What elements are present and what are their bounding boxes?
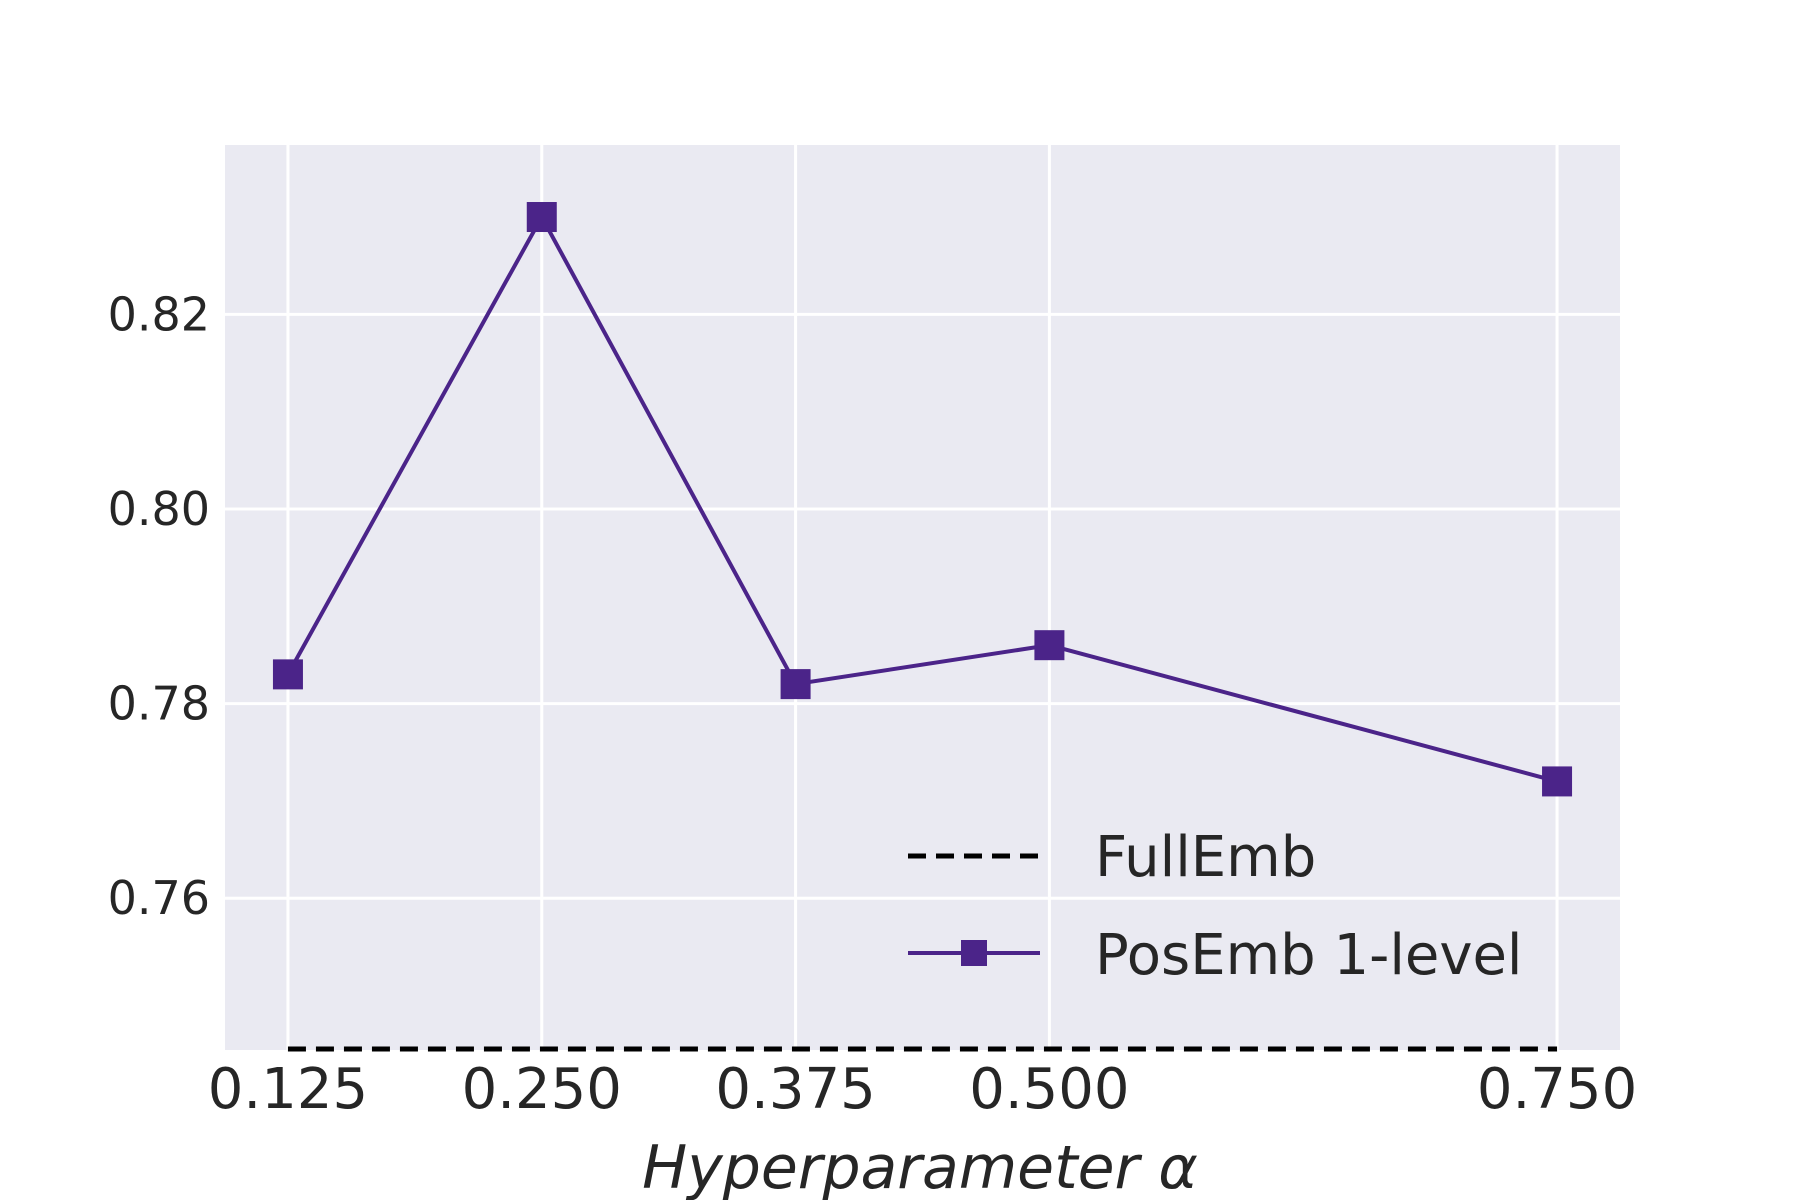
- y-tick-label-3: 0.82: [108, 287, 210, 341]
- series-1-point-1: [526, 202, 557, 233]
- legend-label-fullemb: FullEmb: [1095, 825, 1316, 890]
- y-tick-labels: 0.76 0.78 0.80 0.82: [108, 287, 210, 925]
- series-layer: [272, 202, 1573, 1052]
- series-1-point-4: [1542, 766, 1573, 797]
- legend-label-posemb: PosEmb 1-level: [1095, 923, 1523, 988]
- x-tick-label-0: 0.125: [208, 1057, 368, 1122]
- series-1-point-2: [780, 669, 811, 700]
- y-tick-label-2: 0.80: [108, 482, 210, 536]
- x-tick-label-3: 0.500: [969, 1057, 1129, 1122]
- x-tick-label-2: 0.375: [715, 1057, 875, 1122]
- series-1-point-3: [1034, 630, 1065, 661]
- x-tick-label-1: 0.250: [462, 1057, 622, 1122]
- grid-lines: [225, 145, 1620, 1050]
- x-tick-label-4: 0.750: [1477, 1057, 1637, 1122]
- y-tick-label-0: 0.76: [108, 871, 210, 925]
- legend: FullEmb PosEmb 1-level: [908, 825, 1523, 988]
- x-axis-title: Hyperparameter α: [642, 1133, 1198, 1200]
- legend-marker-posemb: [961, 940, 987, 966]
- series-1-point-0: [272, 659, 303, 690]
- plot-background: [225, 145, 1620, 1050]
- y-tick-label-1: 0.78: [108, 677, 210, 731]
- x-tick-labels: 0.125 0.250 0.375 0.500 0.750: [208, 1057, 1637, 1122]
